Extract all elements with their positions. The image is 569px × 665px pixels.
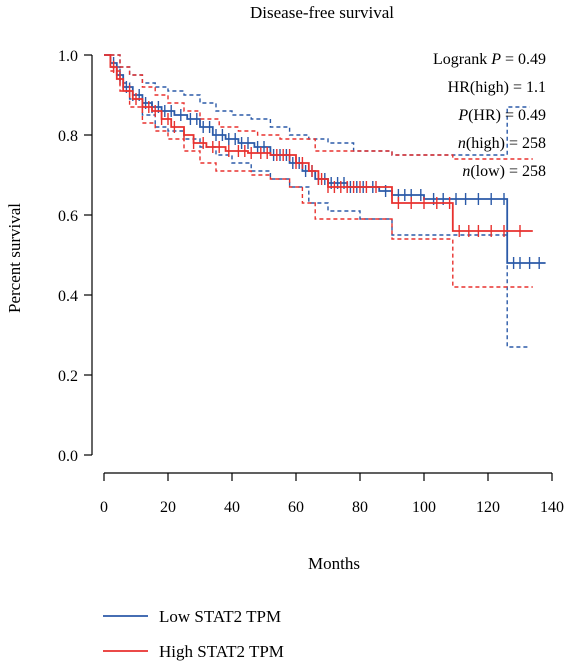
chart-title: Disease-free survival [250,3,394,22]
x-tick-label: 140 [540,499,564,516]
stat-n-low-symbol: n [462,163,470,180]
x-tick-label: 120 [476,499,500,516]
y-tick-label: 0.6 [58,208,78,225]
stat-n-high-symbol: n [458,135,466,152]
stat-p-hr-value: (HR) = 0.49 [468,107,546,124]
x-tick-label: 0 [100,499,108,516]
stat-logrank-label: Logrank [433,51,487,68]
stat-n-low-value: (low) = 258 [470,163,546,180]
stat-logrank: Logrank P = 0.49 [433,51,546,68]
stat-n-high: n(high) = 258 [458,135,546,152]
y-tick-label: 0.2 [58,368,78,385]
stat-hr: HR(high) = 1.1 [448,79,546,96]
y-tick-label: 0.8 [58,128,78,145]
x-tick-label: 20 [160,499,176,516]
x-axis-label: Months [308,554,360,573]
ci-upper-high [110,54,533,160]
x-tick-label: 80 [352,499,368,516]
stat-p-hr-symbol: P [457,107,468,124]
y-tick-label: 0.4 [58,288,78,305]
series-high [104,54,533,288]
y-axis-label: Percent survival [5,203,24,313]
y-axis-ticks: 0.0 0.2 0.4 0.6 0.8 1.0 [58,48,92,465]
stat-n-low: n(low) = 258 [462,163,546,180]
stats-annotation: Logrank P = 0.49 HR(high) = 1.1 P(HR) = … [433,51,546,180]
x-axis-ticks: 0 20 40 60 80 100 120 140 [100,473,564,516]
stat-logrank-value: = 0.49 [505,51,546,68]
legend: Low STAT2 TPM High STAT2 TPM [103,607,284,661]
stat-logrank-p-symbol: P [490,51,501,68]
y-tick-label: 1.0 [58,48,78,65]
y-tick-label: 0.0 [58,448,78,465]
stat-n-high-value: (high) = 258 [466,135,546,152]
x-tick-label: 100 [412,499,436,516]
plot-area [104,54,546,348]
x-tick-label: 40 [224,499,240,516]
ci-lower-low [110,66,530,348]
series-low [104,54,546,348]
x-tick-label: 60 [288,499,304,516]
survival-line-high [104,54,533,232]
legend-label-high: High STAT2 TPM [159,642,284,661]
legend-label-low: Low STAT2 TPM [159,607,281,626]
stat-p-hr: P(HR) = 0.49 [457,107,546,124]
